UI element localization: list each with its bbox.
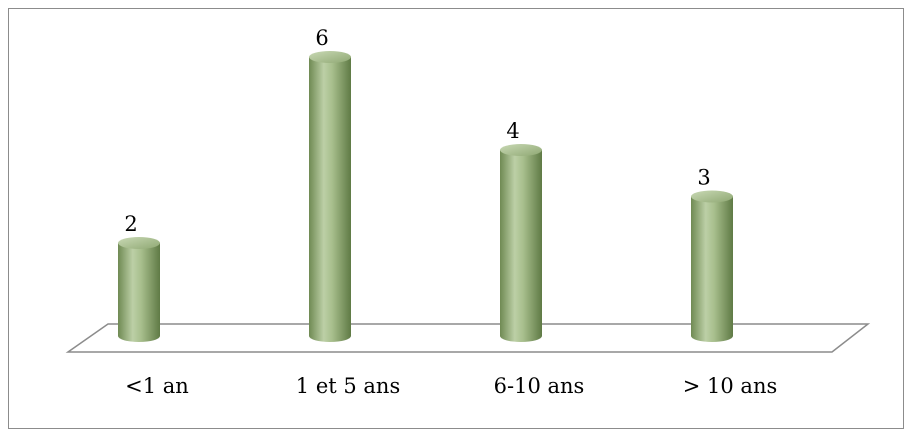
bar-body xyxy=(691,196,733,342)
bar-top xyxy=(500,144,542,156)
bar-1 xyxy=(309,51,351,342)
bars-group xyxy=(118,51,733,342)
bar-body xyxy=(500,150,542,342)
x-tick-label: <1 an xyxy=(125,374,189,398)
bar-0 xyxy=(118,237,160,342)
data-label: 6 xyxy=(315,26,328,50)
x-tick-label: > 10 ans xyxy=(683,374,778,398)
bar-top xyxy=(309,51,351,63)
data-label: 4 xyxy=(506,119,519,143)
bar-2 xyxy=(500,144,542,342)
bar-top xyxy=(691,190,733,203)
bar-top xyxy=(118,237,160,249)
data-labels-group: 2 6 4 3 xyxy=(124,26,710,236)
bar-3 xyxy=(691,190,733,342)
x-tick-label: 6-10 ans xyxy=(494,374,585,398)
x-tick-label: 1 et 5 ans xyxy=(296,374,400,398)
data-label: 3 xyxy=(697,166,710,190)
data-label: 2 xyxy=(124,212,137,236)
bar-body xyxy=(118,243,160,342)
x-tick-labels-group: <1 an 1 et 5 ans 6-10 ans > 10 ans xyxy=(125,374,777,398)
bar-body xyxy=(309,57,351,342)
chart-floor xyxy=(65,323,871,353)
chart-frame xyxy=(8,8,904,429)
